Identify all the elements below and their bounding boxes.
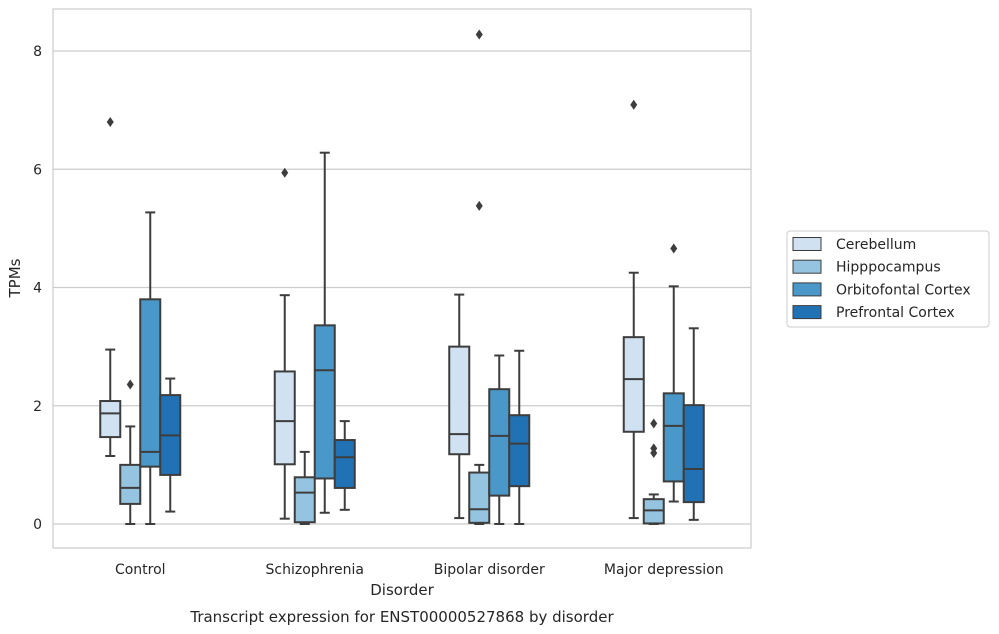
x-axis-label: Disorder <box>370 581 434 599</box>
chart-title: Transcript expression for ENST0000052786… <box>189 608 614 626</box>
legend-label: Orbitofontal Cortex <box>836 282 971 298</box>
y-tick-label: 8 <box>33 44 42 60</box>
x-tick-label: Control <box>115 562 166 578</box>
outlier-marker <box>106 116 114 127</box>
x-tick-label: Schizophrenia <box>266 562 364 578</box>
box <box>313 324 336 480</box>
y-tick-label: 0 <box>33 517 42 533</box>
legend-label: Cerebellum <box>836 237 916 253</box>
box <box>333 439 356 489</box>
box <box>273 370 296 466</box>
legend-swatch <box>792 282 822 297</box>
box <box>99 400 122 439</box>
outlier-marker <box>650 418 658 429</box>
x-tick-labels: Control Schizophrenia Bipolar disorder Majo… <box>115 562 724 578</box>
legend-swatch <box>792 305 822 320</box>
box <box>662 392 685 483</box>
outlier-marker <box>126 379 134 390</box>
legend-label: Prefrontal Cortex <box>836 305 955 321</box>
legend: Cerebellum Hipppocampus Orbitofontal Corte… <box>786 230 990 328</box>
y-tick-labels: 0 2 4 6 8 <box>33 44 42 533</box>
box <box>468 471 491 524</box>
legend-label: Hipppocampus <box>836 260 941 276</box>
outlier-marker <box>475 29 483 40</box>
outlier-marker <box>650 448 658 459</box>
outlier-marker <box>281 167 289 178</box>
x-tick-label: Major depression <box>604 562 724 578</box>
plot-frame <box>52 8 752 549</box>
box <box>488 388 511 497</box>
box-group <box>622 99 705 525</box>
box-group <box>99 116 182 525</box>
x-tick-label: Bipolar disorder <box>434 562 545 578</box>
outlier-marker <box>670 243 678 254</box>
y-axis-label: TPMs <box>6 258 24 298</box>
outlier-marker <box>630 99 638 110</box>
box-group <box>448 29 531 525</box>
box <box>293 476 316 524</box>
box <box>622 336 645 433</box>
box <box>682 404 705 504</box>
box-group <box>273 151 356 525</box>
y-tick-label: 4 <box>33 281 42 297</box>
legend-swatch <box>792 259 822 274</box>
legend-swatch <box>792 237 822 251</box>
box <box>508 414 531 488</box>
box <box>139 298 162 468</box>
outlier-marker <box>475 200 483 211</box>
legend-frame <box>786 230 990 328</box>
box <box>119 463 142 505</box>
y-tick-label: 6 <box>33 162 42 178</box>
box <box>448 345 471 456</box>
y-tick-label: 2 <box>33 399 42 415</box>
box-groups <box>99 29 705 525</box>
